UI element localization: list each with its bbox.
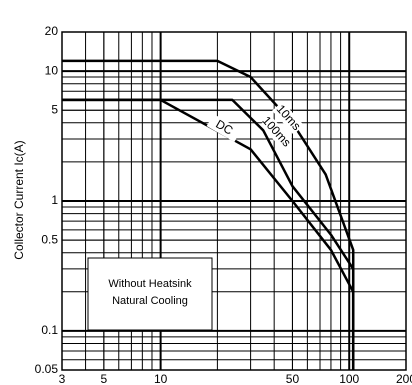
series-line <box>62 98 355 370</box>
y-tick-label: 5 <box>51 102 58 116</box>
y-tick-label: 1 <box>51 193 58 207</box>
x-tick-label: 200 <box>396 372 412 385</box>
annotation: Natural Cooling <box>112 295 188 307</box>
y-tick-label: 0.1 <box>41 323 58 337</box>
y-tick-label: 10 <box>45 63 59 77</box>
y-tick-label: 0.05 <box>35 362 59 376</box>
y-axis-label: Collector Current Ic(A) <box>12 140 26 259</box>
series-line <box>62 98 355 370</box>
series-label-bg <box>206 113 242 143</box>
x-tick-label: 10 <box>154 372 168 385</box>
x-tick-label: 50 <box>286 372 300 385</box>
series-label-bg <box>260 115 292 149</box>
y-tick-label: 0.5 <box>41 232 58 246</box>
annotation: Without Heatsink <box>108 278 192 290</box>
x-tick-label: 3 <box>59 372 66 385</box>
x-tick-label: 100 <box>339 372 359 385</box>
series-label-bg <box>272 101 304 135</box>
x-tick-label: 5 <box>100 372 107 385</box>
annotation-box <box>87 257 213 331</box>
y-tick-label: 20 <box>45 24 59 38</box>
